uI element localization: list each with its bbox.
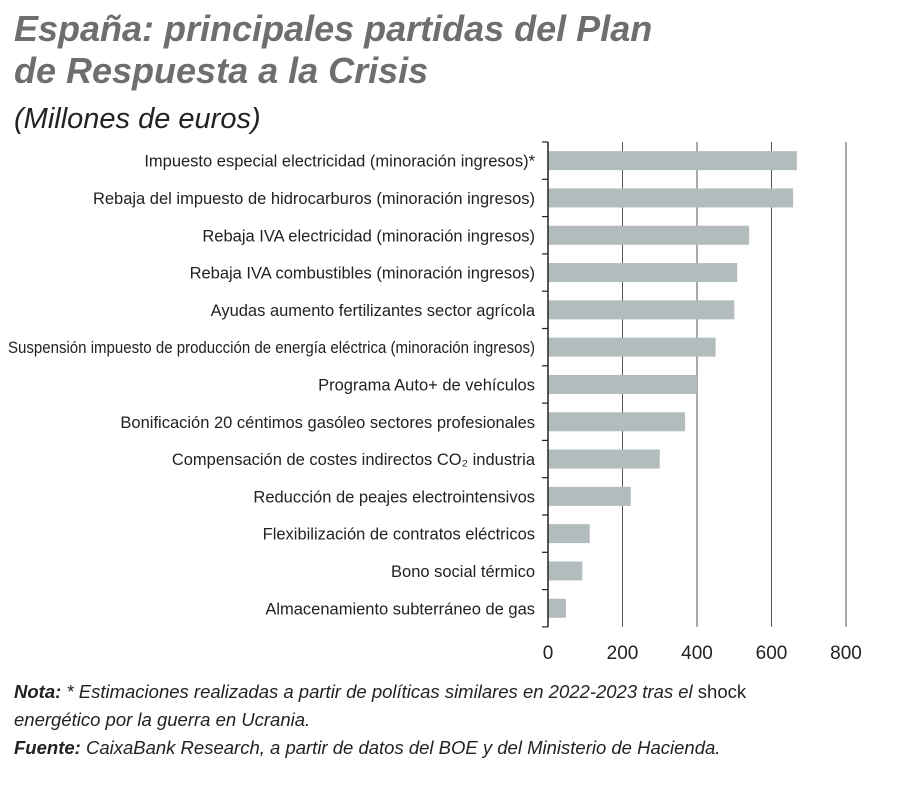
bar-4 — [548, 263, 738, 283]
note-line-2: energético por la guerra en Ucrania. — [14, 706, 894, 734]
bar-2 — [548, 188, 794, 208]
bar-12 — [548, 561, 583, 581]
category-label-4: Rebaja IVA combustibles (minoración ingr… — [190, 265, 535, 283]
category-label-6: Suspensión impuesto de producción de ene… — [8, 339, 535, 357]
category-label-11: Flexibilización de contratos eléctricos — [263, 526, 535, 544]
x-tick-label-0: 0 — [543, 643, 554, 664]
category-label-7: Programa Auto+ de vehículos — [318, 376, 535, 394]
chart-title-line-2: de Respuesta a la Crisis — [14, 50, 429, 91]
category-label-12: Bono social térmico — [391, 563, 535, 581]
chart-subtitle: (Millones de euros) — [14, 103, 261, 135]
chart-title: España: principales partidas del Plan de… — [14, 8, 884, 92]
category-label-1: Impuesto especial electricidad (minoraci… — [144, 153, 535, 171]
category-label-5: Ayudas aumento fertilizantes sector agrí… — [211, 302, 536, 320]
notes: Nota: * Estimaciones realizadas a partir… — [14, 678, 894, 762]
fuente-text: CaixaBank Research, a partir de datos de… — [80, 737, 721, 758]
bar-10 — [548, 486, 631, 506]
bar-3 — [548, 225, 750, 245]
bar-7 — [548, 374, 697, 394]
bar-chart: Impuesto especial electricidad (minoraci… — [8, 141, 862, 664]
bar-5 — [548, 300, 735, 320]
chart-title-line-1: España: principales partidas del Plan — [14, 8, 653, 49]
nota-word: shock — [697, 681, 747, 702]
category-labels: Impuesto especial electricidad (minoraci… — [8, 153, 536, 619]
note-line: Nota: * Estimaciones realizadas a partir… — [14, 678, 894, 706]
fuente-label: Fuente: — [14, 737, 81, 758]
bars — [548, 151, 797, 618]
category-label-9: Compensación de costes indirectos CO₂ in… — [172, 451, 536, 469]
bar-1 — [548, 151, 797, 171]
nota-text-2: energético por la guerra en Ucrania. — [14, 709, 311, 730]
x-tick-label-600: 600 — [756, 643, 788, 664]
nota-text-1: * Estimaciones realizadas a partir de po… — [61, 681, 698, 702]
bar-9 — [548, 449, 660, 469]
x-tick-label-200: 200 — [607, 643, 639, 664]
bar-8 — [548, 412, 686, 432]
x-tick-labels: 0 200 400 600 800 — [543, 643, 862, 664]
category-label-13: Almacenamiento subterráneo de gas — [265, 600, 535, 618]
category-label-2: Rebaja del impuesto de hidrocarburos (mi… — [93, 190, 535, 208]
bar-11 — [548, 524, 590, 544]
bar-6 — [548, 337, 716, 357]
category-label-8: Bonificación 20 céntimos gasóleo sectore… — [120, 414, 535, 432]
nota-label: Nota: — [14, 681, 62, 702]
bar-13 — [548, 598, 566, 618]
x-tick-label-400: 400 — [681, 643, 713, 664]
category-label-10: Reducción de peajes electrointensivos — [253, 488, 535, 506]
source-line: Fuente: CaixaBank Research, a partir de … — [14, 734, 894, 762]
x-tick-label-800: 800 — [830, 643, 862, 664]
category-label-3: Rebaja IVA electricidad (minoración ingr… — [202, 227, 535, 245]
y-axis — [542, 141, 549, 628]
